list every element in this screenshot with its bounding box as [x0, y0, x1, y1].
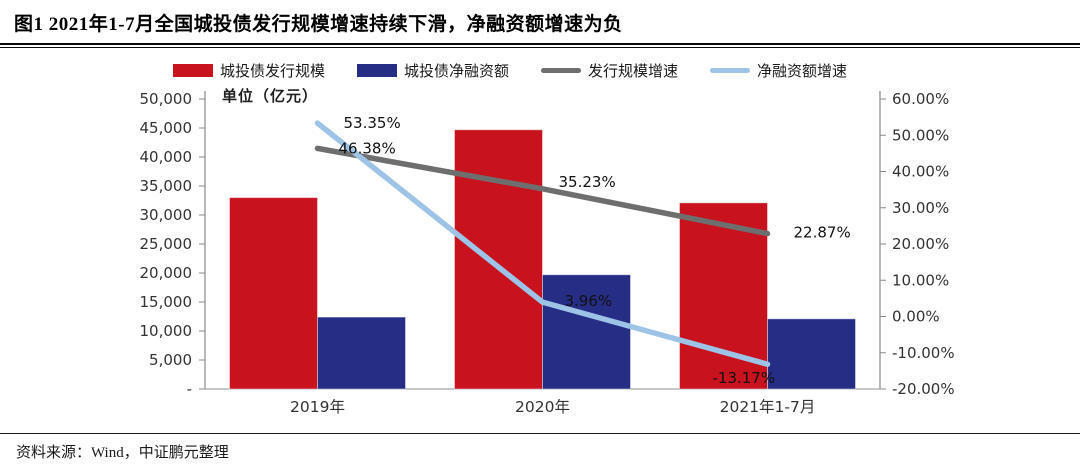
svg-text:0.00%: 0.00%	[892, 308, 940, 326]
legend-swatch-gray-line-icon	[541, 68, 581, 73]
svg-text:45,000: 45,000	[140, 119, 193, 137]
svg-text:2019年: 2019年	[290, 398, 345, 416]
chart-area: - 5,000 10,000 15,000 20,000 25,000 30,000 35,0…	[0, 54, 1080, 430]
chart-legend: 城投债发行规模 城投债净融资额 发行规模增速 净融资额增速	[0, 60, 1020, 81]
svg-text:单位（亿元）: 单位（亿元）	[222, 87, 318, 105]
svg-text:30,000: 30,000	[140, 206, 193, 224]
legend-swatch-red-bar-icon	[172, 64, 213, 77]
svg-text:2021年1-7月: 2021年1-7月	[720, 398, 816, 416]
legend-label-issuance-growth: 发行规模增速	[588, 62, 679, 80]
svg-text:25,000: 25,000	[140, 235, 193, 253]
svg-text:5,000: 5,000	[149, 351, 192, 369]
legend-label-issuance: 城投债发行规模	[219, 62, 325, 80]
legend-item-net-financing-growth: 净融资额增速	[710, 60, 847, 81]
svg-text:60.00%: 60.00%	[892, 90, 949, 108]
svg-text:-13.17%: -13.17%	[713, 369, 776, 387]
legend-item-net-financing: 城投债净融资额	[356, 60, 509, 81]
legend-label-net-financing: 城投债净融资额	[403, 62, 509, 80]
source-divider	[0, 433, 1080, 434]
legend-item-issuance-growth: 发行规模增速	[541, 60, 678, 81]
svg-text:35,000: 35,000	[140, 177, 193, 195]
svg-text:22.87%: 22.87%	[794, 224, 851, 242]
title-divider	[0, 43, 1080, 48]
chart-plot: - 5,000 10,000 15,000 20,000 25,000 30,000 35,0…	[140, 87, 955, 416]
svg-text:46.38%: 46.38%	[339, 139, 396, 157]
svg-text:-10.00%: -10.00%	[892, 344, 955, 362]
figure-title: 图1 2021年1-7月全国城投债发行规模增速持续下滑，净融资额增速为负	[14, 14, 623, 35]
svg-text:20,000: 20,000	[140, 264, 193, 282]
svg-text:10.00%: 10.00%	[892, 271, 949, 289]
legend-item-issuance: 城投债发行规模	[172, 60, 325, 81]
svg-text:2020年: 2020年	[515, 398, 570, 416]
legend-label-net-financing-growth: 净融资额增速	[757, 62, 848, 80]
legend-swatch-lightblue-line-icon	[710, 68, 751, 73]
legend-swatch-blue-bar-icon	[356, 64, 397, 77]
svg-text:40.00%: 40.00%	[892, 163, 949, 181]
svg-text:50.00%: 50.00%	[892, 126, 949, 144]
svg-text:20.00%: 20.00%	[892, 235, 949, 253]
svg-text:-20.00%: -20.00%	[892, 380, 955, 398]
svg-text:15,000: 15,000	[140, 293, 193, 311]
source-note: 资料来源：Wind，中证鹏元整理	[16, 445, 229, 461]
svg-text:40,000: 40,000	[140, 148, 193, 166]
svg-text:3.96%: 3.96%	[565, 292, 613, 310]
svg-text:-: -	[187, 380, 192, 398]
svg-text:30.00%: 30.00%	[892, 199, 949, 217]
svg-text:10,000: 10,000	[140, 322, 193, 340]
svg-text:53.35%: 53.35%	[344, 114, 401, 132]
svg-text:35.23%: 35.23%	[559, 173, 616, 191]
svg-text:50,000: 50,000	[140, 90, 193, 108]
